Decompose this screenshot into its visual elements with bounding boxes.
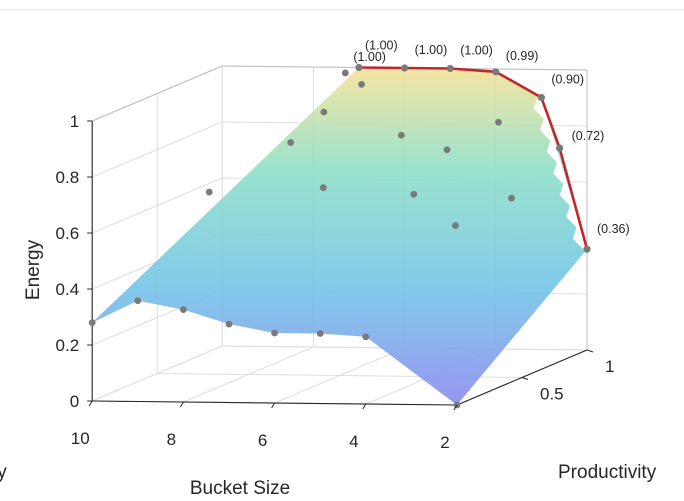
frontier-labels: (1.00) (1.00) (1.00) (0.99)(0.90)(0.72)(0.3… [353, 39, 629, 237]
edge-point [316, 330, 324, 337]
frontier-point [341, 69, 349, 77]
interior-point [410, 190, 418, 198]
frontier-value-label: (0.36) [597, 222, 630, 236]
frontier-value-label: (1.00) [460, 44, 493, 58]
x-tick-mark [88, 400, 93, 407]
frontier-value-label: (1.00) [353, 50, 386, 64]
edge-point [271, 329, 278, 337]
x-tick-label: 8 [167, 430, 176, 449]
y-tick-mark [586, 349, 594, 353]
x-tick-mark [453, 404, 458, 411]
x-tick-mark [179, 401, 184, 408]
energy-surface [92, 67, 587, 405]
clipped-axis-label-fragment: ty [0, 462, 7, 483]
x-axis-label: Bucket Size [190, 478, 290, 499]
edge-point [88, 319, 96, 326]
z-tick-label: 0 [70, 392, 79, 411]
axis-ticks: 0 0.2 0.4 0.6 0.8 1 10 8 6 4 2 0.5 1 [56, 112, 615, 452]
frontier-points [341, 63, 591, 253]
frontier-value-label: (0.72) [572, 129, 605, 143]
x-tick-mark [362, 403, 367, 410]
frontier-value-label: (0.99) [506, 49, 539, 63]
interior-point [205, 188, 213, 196]
edge-point [134, 297, 142, 305]
y-tick-mark [521, 377, 529, 380]
surface-cutaway [533, 97, 587, 250]
z-tick-label: 0.8 [56, 168, 80, 187]
interior-point [320, 108, 328, 116]
x-tick-label: 2 [440, 433, 449, 452]
frontier-point [537, 93, 546, 102]
interior-point [443, 146, 451, 154]
z-tick-label: 0.2 [56, 336, 80, 355]
frontier-point [556, 144, 564, 152]
interior-point [358, 80, 366, 88]
interior-point [398, 131, 405, 139]
z-axis-label: Energy [23, 239, 44, 300]
edge-point [362, 333, 370, 341]
interior-point [452, 222, 459, 229]
y-tick-label: 1 [605, 357, 614, 376]
frontier-point [355, 63, 363, 72]
z-tick-label: 1 [70, 112, 79, 131]
interior-point [319, 184, 327, 192]
frontier-value-label: (1.00) [365, 39, 398, 53]
x-tick-label: 4 [349, 432, 358, 451]
frontier-point [583, 245, 591, 253]
interior-point [287, 139, 295, 146]
z-tick-label: 0.6 [56, 224, 80, 243]
y-tick-label: 0.5 [540, 385, 564, 404]
frontier-value-label: (1.00) [415, 43, 448, 57]
x-tick-mark [271, 402, 276, 409]
frontier-point [401, 64, 409, 72]
z-tick-label: 0.4 [56, 280, 80, 299]
frontier-point [492, 68, 500, 76]
y-axis-label: Productivity [558, 462, 657, 483]
edge-point [180, 306, 187, 313]
x-tick-label: 6 [258, 431, 267, 450]
interior-point [508, 194, 515, 202]
interior-point [495, 118, 502, 126]
frontier-value-label: (0.90) [551, 73, 584, 87]
x-tick-label: 10 [71, 429, 90, 448]
edge-points [88, 297, 461, 409]
box-edge [92, 65, 223, 122]
frontier-point [446, 64, 454, 73]
interior-points [205, 80, 515, 229]
edge-point [225, 320, 233, 328]
